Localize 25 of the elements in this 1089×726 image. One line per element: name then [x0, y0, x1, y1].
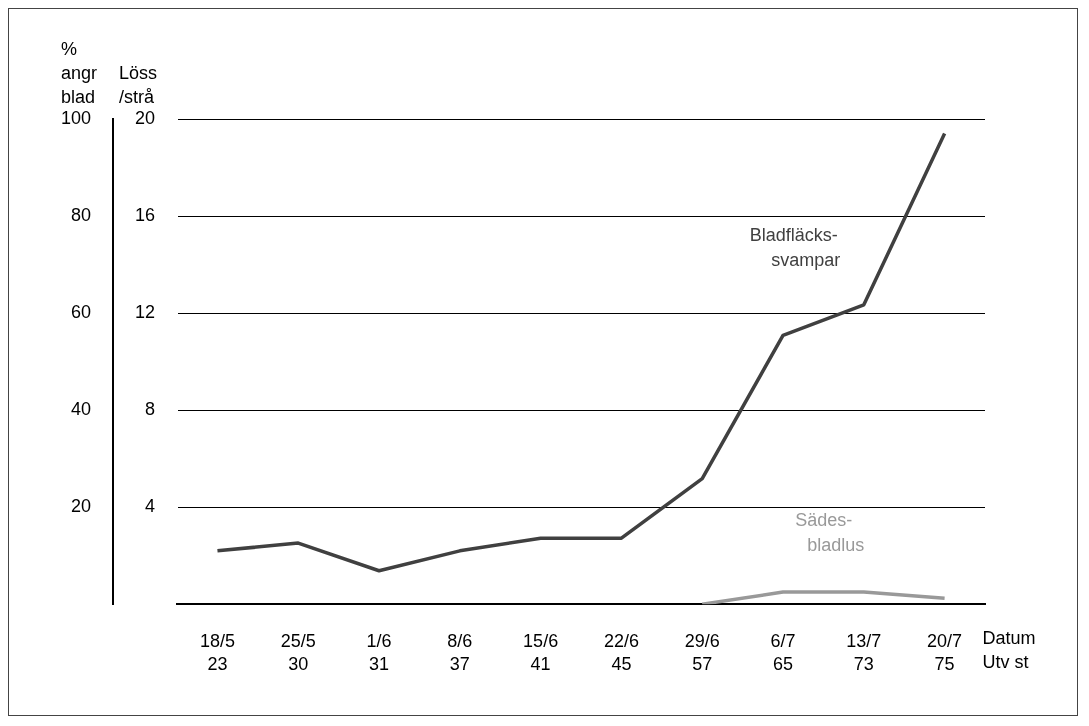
y-tick-label: 40	[71, 399, 92, 420]
y2-axis-title: Löss /strå	[119, 62, 158, 107]
y2-tick-label: 8	[145, 399, 156, 420]
x-tick-label: 20/7 75	[927, 630, 963, 675]
y2-tick-label: 4	[145, 496, 156, 517]
x-tick-label: 15/6 41	[523, 630, 559, 675]
x-tick-label: 29/6 57	[684, 630, 720, 675]
y-tick-label: 100	[60, 107, 92, 128]
y2-tick-label: 20	[135, 107, 156, 128]
y-tick-label: 60	[71, 302, 92, 323]
x-tick-label: 18/5 23	[199, 630, 235, 675]
x-tick-label: 25/5 30	[280, 630, 316, 675]
x-tick-label: 13/7 73	[846, 630, 882, 675]
text: Bladfläcks- svampar	[749, 224, 841, 270]
x-tick-label: 8/6 37	[447, 630, 473, 675]
y-axis-title: % angr blad	[61, 38, 98, 107]
x-axis-title: Datum Utv st	[982, 628, 1036, 673]
y2-tick-label: 12	[135, 302, 156, 323]
y-tick-label: 80	[71, 205, 92, 226]
x-tick-label: 22/6 45	[603, 630, 639, 675]
y2-tick-label: 16	[135, 205, 156, 226]
y-tick-label: 20	[71, 496, 92, 517]
x-tick-label: 1/6 31	[366, 630, 392, 675]
text: Sädes- bladlus	[795, 510, 865, 556]
x-tick-label: 6/7 65	[770, 630, 796, 675]
